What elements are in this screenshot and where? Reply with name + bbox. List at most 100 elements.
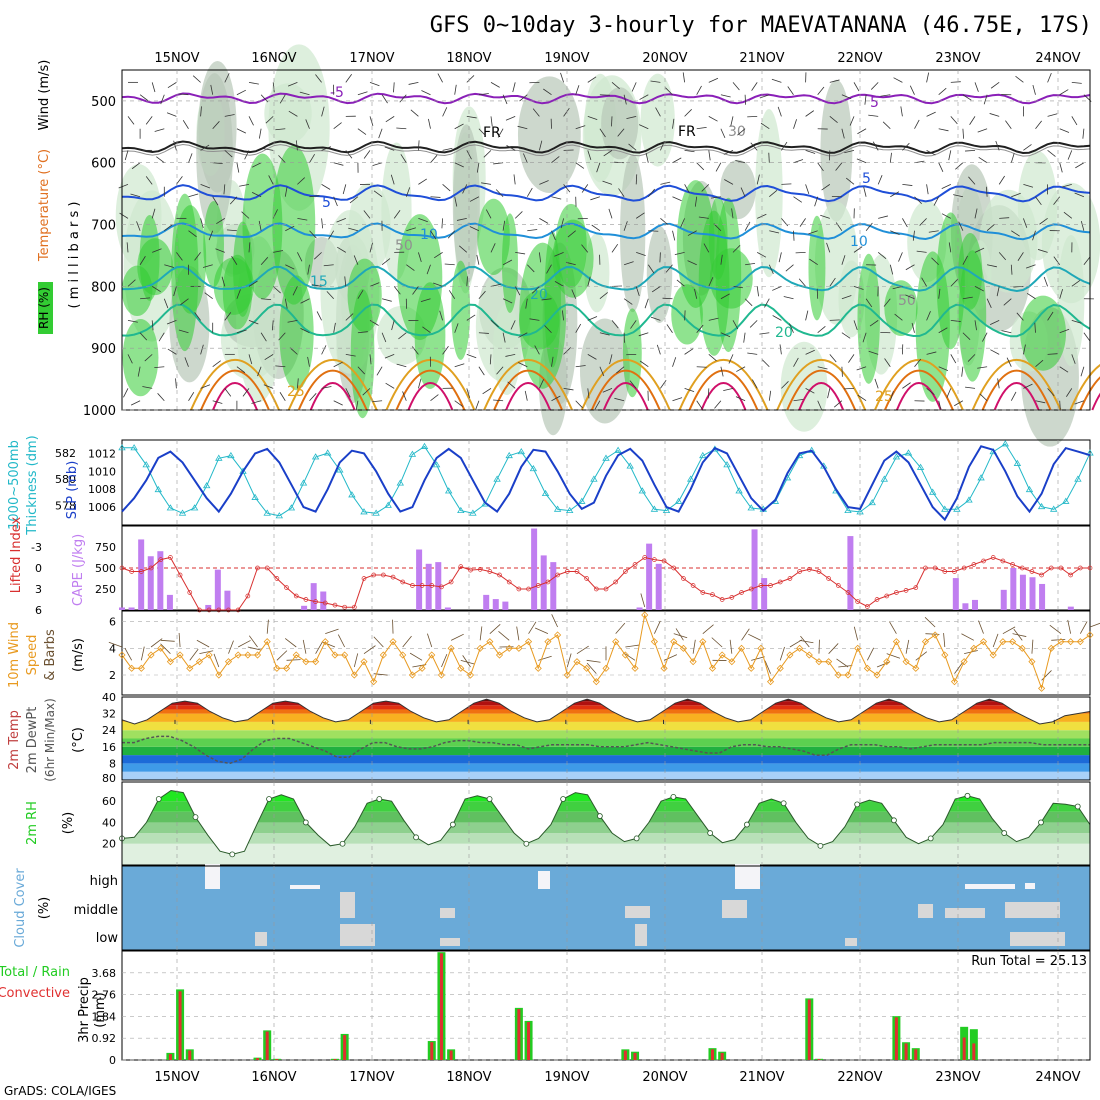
cloud-block xyxy=(625,906,650,918)
wind-barb xyxy=(297,217,308,221)
wind-barb xyxy=(581,244,589,253)
cape-bar xyxy=(1000,589,1007,610)
wind-barb xyxy=(857,128,867,135)
warm-surface-contour xyxy=(407,382,454,411)
date-label-bottom: 15NOV xyxy=(154,1070,199,1085)
wind-barb xyxy=(137,366,141,377)
wind-barb xyxy=(297,252,303,262)
wind-barb xyxy=(880,94,891,97)
wind-speed-point xyxy=(244,651,252,659)
wind-barb-10m xyxy=(479,626,483,641)
wind-barb xyxy=(1074,400,1085,405)
wind-barb xyxy=(349,196,359,204)
wind-barb xyxy=(357,289,364,299)
wind-barb xyxy=(684,310,686,321)
wind-barb-10m xyxy=(247,646,262,651)
wind-barb xyxy=(287,319,298,323)
cloud-block xyxy=(1005,902,1060,918)
wind-barb xyxy=(384,146,395,151)
wind-barb xyxy=(396,127,407,130)
wind-barb xyxy=(989,320,1000,325)
wind-barb xyxy=(596,162,601,173)
wind-barb xyxy=(1010,153,1015,163)
wind-barb xyxy=(1083,332,1091,342)
cloud-block xyxy=(290,885,320,889)
contour-5 xyxy=(121,184,1091,203)
wind-barb xyxy=(345,74,353,83)
lifted-index-point xyxy=(1010,562,1015,567)
wind-barb xyxy=(454,400,464,407)
wind-barb xyxy=(362,388,371,396)
wind-barb xyxy=(648,230,659,232)
wind-barb xyxy=(257,366,262,377)
wind-barb xyxy=(478,290,486,299)
lifted-index-point xyxy=(448,579,454,585)
wind-barb-10m xyxy=(1049,624,1062,634)
wind-barb-10m xyxy=(402,635,412,648)
wind-barb xyxy=(323,264,334,267)
wind-barb xyxy=(902,382,911,389)
wind-speed-point xyxy=(854,644,862,652)
cape-bar xyxy=(655,563,662,610)
cape-bar xyxy=(847,536,854,610)
wind-barb xyxy=(447,230,456,239)
wind-barb xyxy=(127,116,135,125)
wind-barb xyxy=(926,388,935,395)
contour-label: 15 xyxy=(310,274,328,290)
thickness-point xyxy=(1074,475,1082,482)
wind-barb xyxy=(242,388,250,397)
wind-barb xyxy=(696,324,704,333)
wind-barb xyxy=(864,94,867,105)
wind-barb-10m xyxy=(663,654,678,661)
precip-convective-bar xyxy=(256,1058,260,1060)
wind-barb-10m xyxy=(748,633,762,641)
wind-speed-point xyxy=(457,664,465,672)
wind-barb xyxy=(478,332,489,334)
wind-barb xyxy=(144,354,153,362)
cape-tick-label: 250 xyxy=(95,583,116,596)
wind-barb xyxy=(740,187,746,197)
wind-barb xyxy=(964,149,976,152)
wind-speed-point xyxy=(728,658,736,666)
wind-barb xyxy=(941,213,951,219)
cloud-block xyxy=(205,864,220,889)
wind-barb xyxy=(490,320,499,328)
wind-barb xyxy=(946,388,952,398)
temperature-band xyxy=(122,771,1090,780)
wind-barb xyxy=(157,393,165,401)
thickness-point xyxy=(916,463,925,470)
wind-barb xyxy=(926,311,931,321)
wind-barb xyxy=(139,94,149,102)
wind-barb xyxy=(496,366,504,375)
wind-barb xyxy=(889,264,894,275)
wind-barb xyxy=(124,150,129,161)
wind-barb xyxy=(990,349,1000,355)
wind-barb xyxy=(1053,256,1061,265)
lifted-index-point xyxy=(690,583,696,588)
cloud-level-label: low xyxy=(96,931,119,946)
thickness-point xyxy=(360,508,368,515)
wind-barb xyxy=(990,82,1000,89)
wind-barb xyxy=(517,125,528,130)
lifted-index-point xyxy=(845,590,851,595)
wind-barb xyxy=(756,174,760,185)
contour-label: FR xyxy=(483,125,501,141)
lifted-index-point xyxy=(623,569,628,574)
wind-barb xyxy=(212,121,220,129)
wind-barb xyxy=(1032,84,1036,95)
wind-barb-10m xyxy=(315,641,323,654)
lifted-index-point xyxy=(332,602,338,608)
wind-barb xyxy=(363,210,371,219)
wind-barb xyxy=(905,264,915,271)
rh-point xyxy=(817,842,824,849)
wind-speed-point xyxy=(708,664,717,672)
wind-barb xyxy=(173,140,177,151)
humidity-shade xyxy=(820,79,853,222)
wind-barb xyxy=(777,106,782,117)
wind-barb xyxy=(962,94,972,101)
wind-barb xyxy=(1080,366,1085,377)
rh2m-units-label: (%) xyxy=(61,812,76,835)
wind-barb xyxy=(565,261,576,266)
lifted-index-point xyxy=(593,586,599,592)
wind-speed-point xyxy=(612,638,620,646)
